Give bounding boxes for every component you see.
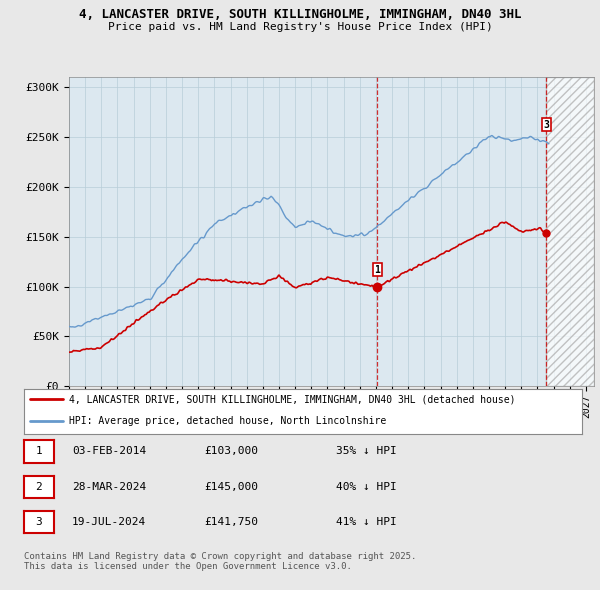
Text: 35% ↓ HPI: 35% ↓ HPI bbox=[336, 447, 397, 456]
Text: £145,000: £145,000 bbox=[204, 482, 258, 491]
Text: 2: 2 bbox=[35, 482, 43, 491]
Text: 03-FEB-2014: 03-FEB-2014 bbox=[72, 447, 146, 456]
Bar bbox=[547, 77, 594, 386]
Text: £141,750: £141,750 bbox=[204, 517, 258, 527]
Text: 41% ↓ HPI: 41% ↓ HPI bbox=[336, 517, 397, 527]
Text: HPI: Average price, detached house, North Lincolnshire: HPI: Average price, detached house, Nort… bbox=[68, 417, 386, 426]
Text: 3: 3 bbox=[544, 120, 549, 130]
Text: 4, LANCASTER DRIVE, SOUTH KILLINGHOLME, IMMINGHAM, DN40 3HL: 4, LANCASTER DRIVE, SOUTH KILLINGHOLME, … bbox=[79, 8, 521, 21]
Text: 4, LANCASTER DRIVE, SOUTH KILLINGHOLME, IMMINGHAM, DN40 3HL (detached house): 4, LANCASTER DRIVE, SOUTH KILLINGHOLME, … bbox=[68, 394, 515, 404]
Text: Price paid vs. HM Land Registry's House Price Index (HPI): Price paid vs. HM Land Registry's House … bbox=[107, 22, 493, 32]
Text: 40% ↓ HPI: 40% ↓ HPI bbox=[336, 482, 397, 491]
Text: 1: 1 bbox=[374, 265, 380, 275]
Text: 1: 1 bbox=[35, 447, 43, 456]
Text: £103,000: £103,000 bbox=[204, 447, 258, 456]
Text: 28-MAR-2024: 28-MAR-2024 bbox=[72, 482, 146, 491]
Text: Contains HM Land Registry data © Crown copyright and database right 2025.
This d: Contains HM Land Registry data © Crown c… bbox=[24, 552, 416, 571]
Text: 19-JUL-2024: 19-JUL-2024 bbox=[72, 517, 146, 527]
Text: 3: 3 bbox=[35, 517, 43, 527]
